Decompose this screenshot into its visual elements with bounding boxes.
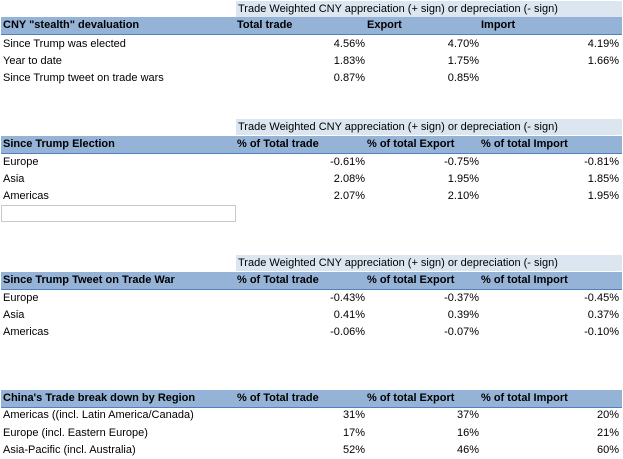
- cell-export: 2.10%: [447, 190, 479, 202]
- cell-import: [481, 70, 619, 87]
- section4-header-row: China's Trade break down by Region % of …: [1, 390, 622, 408]
- cell-total: 17%: [342, 427, 365, 439]
- row-label: Americas: [3, 190, 49, 202]
- cell-total: 0.87%: [333, 72, 365, 84]
- table-row: Americas ((incl. Latin America/Canada) 3…: [1, 407, 622, 424]
- cell-import: 1.85%: [587, 173, 619, 185]
- section4-header-import: % of total Import: [481, 392, 568, 404]
- section1-header-row: CNY "stealth" devaluation Total trade Ex…: [1, 17, 622, 35]
- section3-title: Trade Weighted CNY appreciation (+ sign)…: [236, 255, 622, 271]
- section3-header-export: % of total Export: [367, 274, 455, 286]
- section3-header-import: % of total Import: [481, 274, 568, 286]
- row-label: Asia-Pacific (incl. Australia): [3, 444, 136, 456]
- table-row: Year to date 1.83% 1.75% 1.66%: [1, 53, 622, 70]
- cell-export: 1.75%: [447, 55, 479, 67]
- cell-import: -0.45%: [584, 292, 619, 304]
- table-row: Europe (incl. Eastern Europe) 17% 16% 21…: [1, 425, 622, 442]
- cell-export: 0.39%: [447, 309, 479, 321]
- row-label: Europe: [3, 156, 39, 168]
- row-label: Europe (incl. Eastern Europe): [3, 427, 148, 439]
- selected-empty-cell[interactable]: [1, 205, 236, 222]
- table-row: Europe -0.43% -0.37% -0.45%: [1, 290, 622, 307]
- table-row: Since Trump was elected 4.56% 4.70% 4.19…: [1, 36, 622, 53]
- cell-import: 4.19%: [587, 38, 619, 50]
- table-row: Asia 0.41% 0.39% 0.37%: [1, 307, 622, 324]
- cell-export: -0.75%: [444, 156, 479, 168]
- section2-header-export: % of total Export: [367, 138, 455, 150]
- row-label: Asia: [3, 173, 25, 185]
- cell-total: 1.83%: [333, 55, 365, 67]
- table-row: Europe -0.61% -0.75% -0.81%: [1, 154, 622, 171]
- cell-total: 2.07%: [333, 190, 365, 202]
- section2-header-total: % of Total trade: [237, 138, 319, 150]
- cell-import: 20%: [596, 409, 619, 421]
- cell-export: 37%: [456, 409, 479, 421]
- section2-header-row: Since Trump Election % of Total trade % …: [1, 136, 622, 154]
- cell-total: 4.56%: [333, 38, 365, 50]
- section4-header-total: % of Total trade: [237, 392, 319, 404]
- cell-export: 16%: [456, 427, 479, 439]
- row-label: Year to date: [3, 55, 62, 67]
- cell-total: 0.41%: [333, 309, 365, 321]
- cell-total: 52%: [342, 444, 365, 456]
- row-label: Asia: [3, 309, 25, 321]
- cell-import: 60%: [596, 444, 619, 456]
- table-row: Americas 2.07% 2.10% 1.95%: [1, 188, 622, 205]
- section2-header-import: % of total Import: [481, 138, 568, 150]
- section2-header-label: Since Trump Election: [3, 138, 115, 150]
- section1-header-label: CNY "stealth" devaluation: [3, 19, 140, 31]
- table-row: Asia-Pacific (incl. Australia) 52% 46% 6…: [1, 442, 622, 459]
- cell-import: -0.81%: [584, 156, 619, 168]
- row-label: Europe: [3, 292, 39, 304]
- section4-header-label: China's Trade break down by Region: [3, 392, 196, 404]
- row-label: Americas: [3, 326, 49, 338]
- row-label: Since Trump was elected: [3, 38, 126, 50]
- section3-header-row: Since Trump Tweet on Trade War % of Tota…: [1, 272, 622, 290]
- cell-import: 0.37%: [587, 309, 619, 321]
- cell-total: 2.08%: [333, 173, 365, 185]
- section1-header-import: Import: [481, 19, 516, 31]
- cell-export: -0.37%: [444, 292, 479, 304]
- section1-header-export: Export: [367, 19, 402, 31]
- cell-export: 4.70%: [447, 38, 479, 50]
- cell-total: -0.43%: [330, 292, 365, 304]
- table-row: Since Trump tweet on trade wars 0.87% 0.…: [1, 70, 622, 87]
- cell-total: -0.61%: [330, 156, 365, 168]
- cell-export: 0.85%: [447, 72, 479, 84]
- section4-header-export: % of total Export: [367, 392, 455, 404]
- row-label: Americas ((incl. Latin America/Canada): [3, 409, 194, 421]
- table-row: Asia 2.08% 1.95% 1.85%: [1, 171, 622, 188]
- section1-title: Trade Weighted CNY appreciation (+ sign)…: [236, 1, 622, 17]
- cell-import: -0.10%: [584, 326, 619, 338]
- cell-import: 1.66%: [587, 55, 619, 67]
- cell-export: 1.95%: [447, 173, 479, 185]
- cell-export: 46%: [456, 444, 479, 456]
- section1-header-total: Total trade: [237, 19, 293, 31]
- row-label: Since Trump tweet on trade wars: [3, 72, 164, 84]
- section3-header-total: % of Total trade: [237, 274, 319, 286]
- section2-title: Trade Weighted CNY appreciation (+ sign)…: [236, 119, 622, 135]
- table-row: Americas -0.06% -0.07% -0.10%: [1, 324, 622, 341]
- cell-import: 21%: [596, 427, 619, 439]
- cell-total: 31%: [342, 409, 365, 421]
- cell-total: -0.06%: [330, 326, 365, 338]
- section3-header-label: Since Trump Tweet on Trade War: [3, 274, 175, 286]
- cell-import: 1.95%: [587, 190, 619, 202]
- cell-export: -0.07%: [444, 326, 479, 338]
